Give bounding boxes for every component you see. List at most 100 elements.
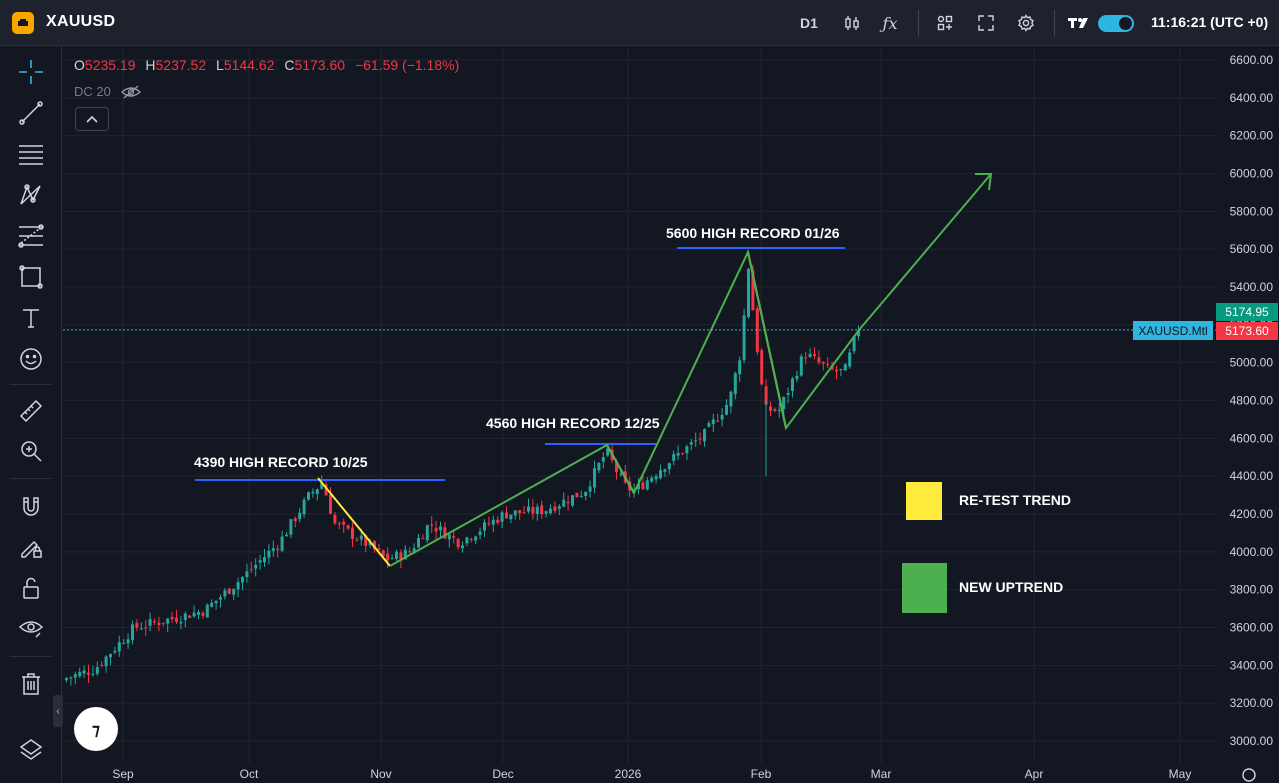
candle-body [738,360,742,375]
lock-drawing-icon[interactable] [15,531,47,563]
candle-body [703,429,706,442]
price-chart[interactable]: 4390 HIGH RECORD 10/25 4560 HIGH RECORD 1… [63,46,1216,763]
clock-readout[interactable]: 11:16:21 (UTC +0) [1151,14,1269,30]
candle-body [443,527,447,539]
candle-body [236,582,240,590]
candles-icon[interactable] [841,12,863,34]
candle-body [346,525,350,529]
eye-icon[interactable] [15,612,47,644]
candle-body [782,397,786,409]
hidden-eye-icon[interactable] [120,84,141,99]
candle-body [777,409,781,412]
candle-body [452,536,456,538]
horizontal-lines-icon[interactable] [15,138,47,170]
candle-body [769,406,772,411]
candle-body [729,391,733,407]
time-axis[interactable]: Sep Oct Nov Dec 2026 Feb Mar Apr May [63,763,1279,783]
candle-body [337,523,341,525]
candle-body [461,545,464,549]
emoji-icon[interactable] [15,343,47,375]
trend-line-icon[interactable] [15,97,47,129]
candle-body [566,501,570,504]
candle-body [535,506,539,514]
candle-body [667,463,671,470]
retest-line [317,477,391,567]
candle-body [791,378,794,391]
ruler-icon[interactable] [15,395,47,427]
text-icon[interactable] [15,302,47,334]
y-tick-label: 5000.00 [1230,356,1274,370]
crosshair-icon[interactable] [15,56,47,88]
tradingview-watermark-mark: ⁊ [92,722,100,739]
candle-body [698,438,702,440]
candle-body [381,550,385,556]
theme-toggle[interactable] [1098,15,1134,32]
templates-icon[interactable] [934,12,956,34]
timeframe-button[interactable]: D1 [800,15,818,31]
candle-body [144,627,148,629]
toolbar-divider [10,478,52,479]
candle-body [153,621,156,623]
candle-body [113,650,117,653]
candle-body [109,654,112,658]
x-tick-label: Mar [871,767,892,781]
indicator-legend[interactable]: DC 20 [74,84,141,99]
rectangle-icon[interactable] [15,261,47,293]
candle-body [122,642,126,644]
candle-body [280,536,284,551]
magnet-icon[interactable] [15,491,47,523]
candle-body [412,548,416,552]
retest-label: RE-TEST TREND [959,492,1071,508]
x-tick-label: Feb [751,767,772,781]
candle-body [359,535,363,540]
candle-body [285,534,288,537]
candle-body [254,564,258,569]
indicators-fx-icon[interactable]: ƒx [882,13,898,33]
settings-gear-icon[interactable] [1015,12,1037,34]
candle-body [307,492,310,500]
candle-body [439,526,442,531]
collapse-toolbar-button[interactable]: ‹ [53,695,63,727]
candle-body [742,315,746,361]
candle-body [786,392,790,396]
candle-body [474,536,478,541]
candle-body [324,484,328,496]
candle-body [201,612,205,616]
y-tick-label: 6200.00 [1230,129,1274,143]
fullscreen-icon[interactable] [975,12,997,34]
legend-collapse-button[interactable] [75,107,109,131]
candle-body [399,552,403,560]
y-tick-label: 3200.00 [1230,696,1274,710]
x-tick-label: Oct [240,767,259,781]
candle-body [192,612,196,617]
fib-icon[interactable] [15,220,47,252]
pattern-icon[interactable] [15,179,47,211]
layers-icon[interactable] [15,734,47,766]
candle-body [755,308,759,352]
candle-body [544,511,548,514]
candle-body [549,508,552,514]
candle-body [795,375,799,380]
price-axis[interactable]: 3000.00 3200.00 3400.00 3600.00 3800.00 4000.… [1216,46,1279,763]
candle-body [654,476,658,480]
candle-body [773,408,777,411]
chevron-up-icon [86,115,98,123]
y-tick-label: 4000.00 [1230,545,1274,559]
candle-body [65,678,68,681]
x-tick-label: May [1169,767,1192,781]
unlock-icon[interactable] [15,572,47,604]
x-tick-label: Nov [370,767,391,781]
zoom-in-icon[interactable] [15,435,47,467]
y-tick-label: 4800.00 [1230,394,1274,408]
candle-body [329,494,332,514]
trash-icon[interactable] [15,668,47,700]
open-key: O [74,57,85,73]
candle-body [276,548,280,550]
candle-body [584,491,588,497]
candle-body [377,548,381,550]
candle-body [258,560,262,563]
candle-body [161,622,165,624]
symbol-name[interactable]: XAUUSD [46,13,116,30]
candle-body [434,527,438,532]
candle-body [764,386,768,405]
